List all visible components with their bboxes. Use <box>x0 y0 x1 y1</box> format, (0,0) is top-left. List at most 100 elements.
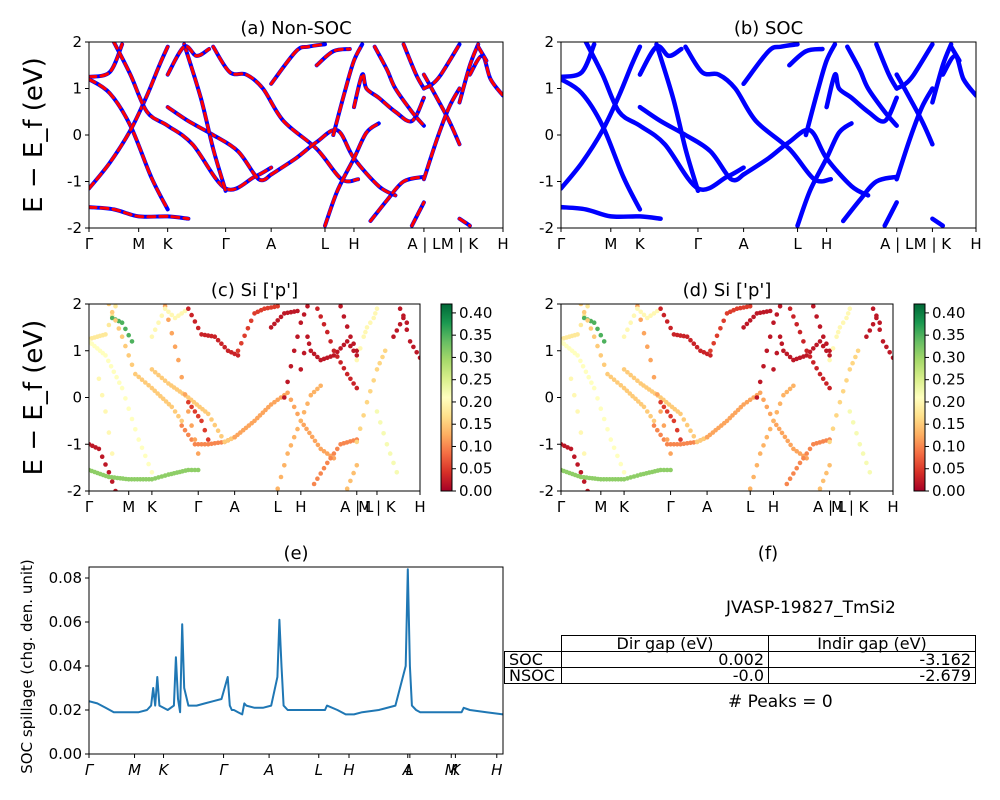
proj-point-c <box>109 309 115 315</box>
proj-point-d <box>608 374 614 380</box>
proj-point-c <box>341 342 347 348</box>
proj-point-d <box>791 471 796 476</box>
proj-point-c <box>397 306 403 312</box>
x-tick-label-b: M | K <box>914 235 953 253</box>
proj-point-d <box>757 451 763 456</box>
x-tick-label-a: Γ <box>221 235 230 253</box>
proj-point-d <box>721 318 726 324</box>
proj-point-c <box>166 309 171 315</box>
proj-point-d <box>668 442 673 447</box>
proj-point-d <box>747 318 753 323</box>
proj-point-d <box>827 439 832 445</box>
band-line-b <box>561 76 643 212</box>
proj-point-c <box>113 318 118 323</box>
bands-group-b <box>561 42 976 228</box>
proj-point-c <box>335 446 340 452</box>
proj-point-d <box>887 350 892 355</box>
proj-point-c <box>176 413 181 419</box>
proj-point-c <box>272 321 277 327</box>
proj-point-c <box>305 304 310 309</box>
proj-point-d <box>572 454 577 460</box>
proj-point-d <box>578 430 584 435</box>
band-line-b <box>803 42 838 138</box>
proj-point-d <box>624 388 630 394</box>
proj-point-c <box>133 427 138 432</box>
proj-point-d <box>787 386 793 392</box>
proj-point-c <box>179 374 184 380</box>
proj-point-c <box>152 327 158 333</box>
proj-point-d <box>804 348 809 354</box>
proj-point-c <box>374 367 380 372</box>
x-tick-label-b: H <box>821 235 832 253</box>
proj-point-c <box>195 467 201 473</box>
proj-point-c <box>106 430 112 435</box>
cb-tick-label-c: 0.00 <box>459 482 492 500</box>
proj-point-d <box>820 478 826 484</box>
proj-point-d <box>771 320 776 326</box>
cb-tick-label-d: 0.40 <box>932 304 965 322</box>
proj-point-c <box>417 355 420 361</box>
table-header-row: Dir gap (eV) Indir gap (eV) <box>505 635 976 652</box>
spillage-group <box>89 568 503 716</box>
proj-point-c <box>172 409 178 414</box>
proj-point-d <box>568 376 574 382</box>
proj-point-d <box>681 417 687 422</box>
proj-point-c <box>295 411 300 417</box>
proj-point-c <box>129 339 135 344</box>
band-line-b <box>561 204 663 221</box>
proj-point-d <box>844 378 849 383</box>
proj-point-c <box>106 470 112 475</box>
proj-point-d <box>777 334 783 340</box>
proj-point-c <box>358 346 363 351</box>
proj-point-c <box>288 443 294 448</box>
x-tick-label-c: A <box>230 498 241 516</box>
proj-point-d <box>764 348 770 354</box>
proj-point-d <box>631 313 637 319</box>
proj-point-d <box>658 432 663 438</box>
x-tick-label-b: Γ <box>557 235 566 253</box>
panel-title-d: (d) Si ['p'] <box>683 280 772 301</box>
cb-tick-label-d: 0.15 <box>932 415 965 433</box>
x-tick-label-b: M <box>604 235 617 253</box>
proj-point-c <box>189 404 194 410</box>
proj-point-d <box>636 399 641 404</box>
proj-point-d <box>814 366 819 371</box>
proj-point-c <box>192 437 198 442</box>
proj-point-c <box>123 343 128 349</box>
proj-point-d <box>757 390 763 396</box>
proj-point-d <box>621 367 627 372</box>
proj-point-c <box>192 319 198 324</box>
cb-tick-label-c: 0.05 <box>459 460 492 478</box>
proj-point-c <box>404 320 410 326</box>
y-tick-label-e: 0.08 <box>49 569 82 587</box>
x-tick-label-a: M <box>132 235 145 253</box>
nsoc-dir-gap: -0.0 <box>561 667 769 684</box>
proj-point-d <box>824 470 829 476</box>
proj-point-c <box>325 329 330 335</box>
cb-tick-label-d: 0.00 <box>932 482 965 500</box>
proj-point-d <box>807 446 813 452</box>
axes-frame-d <box>560 303 894 492</box>
proj-point-c <box>169 312 175 318</box>
proj-point-d <box>834 334 839 340</box>
proj-point-d <box>708 348 713 354</box>
proj-point-d <box>794 465 799 471</box>
proj-point-d <box>694 344 700 350</box>
band-line-a <box>269 42 327 86</box>
proj-point-d <box>658 306 663 312</box>
proj-point-c <box>304 426 309 432</box>
proj-point-d <box>761 397 766 403</box>
x-tick-label-d: A <box>702 498 713 516</box>
proj-point-c <box>103 332 108 337</box>
proj-point-c <box>315 476 320 482</box>
cb-tick-label-d: 0.25 <box>932 371 965 389</box>
proj-point-d <box>681 333 687 339</box>
proj-point-d <box>628 372 633 378</box>
proj-point-d <box>661 437 667 442</box>
x-tick-label-a: K <box>163 235 174 253</box>
proj-point-c <box>282 463 287 468</box>
x-tick-label-b: A <box>738 235 749 253</box>
cb-tick-label-c: 0.30 <box>459 348 492 366</box>
proj-point-d <box>817 339 823 344</box>
proj-point-c <box>380 354 385 360</box>
